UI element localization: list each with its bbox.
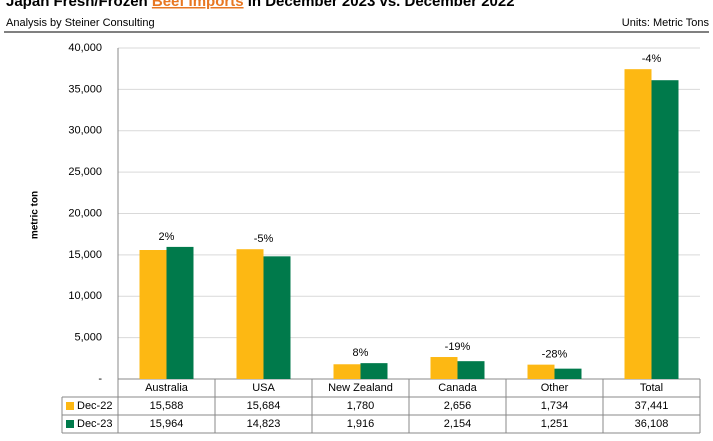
bar xyxy=(430,357,458,379)
x-tick-label: USA xyxy=(252,382,275,394)
table-value: 1,780 xyxy=(347,400,375,412)
chart-title: Japan Fresh/Frozen Beef Imports in Decem… xyxy=(6,0,515,10)
legend-swatch xyxy=(66,402,74,410)
change-label: 2% xyxy=(159,231,175,243)
bar xyxy=(624,69,652,380)
y-axis-label: metric ton xyxy=(30,191,41,239)
y-tick-label: 40,000 xyxy=(68,42,102,54)
change-label: -4% xyxy=(642,53,662,65)
table-value: 15,684 xyxy=(247,400,281,412)
table-value: 1,734 xyxy=(541,400,569,412)
bar xyxy=(263,256,291,379)
y-tick-label: 25,000 xyxy=(68,166,102,178)
y-tick-label: 35,000 xyxy=(68,83,102,95)
table-value: 36,108 xyxy=(635,418,669,430)
y-tick-label: - xyxy=(98,373,102,385)
table-value: 1,251 xyxy=(541,418,569,430)
change-label: -28% xyxy=(542,349,568,361)
bar xyxy=(333,364,361,379)
legend-swatch xyxy=(66,420,74,428)
change-label: -19% xyxy=(445,341,471,353)
bar xyxy=(236,249,264,379)
x-tick-label: Australia xyxy=(145,382,189,394)
subtitle: Analysis by Steiner Consulting xyxy=(6,17,155,29)
title-part: Beef Imports xyxy=(152,0,244,10)
table-value: 37,441 xyxy=(635,400,669,412)
y-tick-label: 5,000 xyxy=(74,332,102,344)
x-tick-label: Other xyxy=(541,382,569,394)
y-tick-label: 10,000 xyxy=(68,290,102,302)
change-label: 8% xyxy=(353,347,369,359)
table-value: 15,588 xyxy=(150,400,184,412)
y-tick-label: 30,000 xyxy=(68,125,102,137)
bar xyxy=(360,363,388,379)
table-value: 1,916 xyxy=(347,418,375,430)
x-tick-label: Total xyxy=(640,382,663,394)
bar xyxy=(457,361,485,379)
title-part: Japan Fresh/Frozen xyxy=(6,0,152,10)
y-tick-label: 15,000 xyxy=(68,249,102,261)
legend-label: Dec-23 xyxy=(77,418,112,430)
bar xyxy=(139,250,167,379)
bar xyxy=(527,364,555,379)
title-part: in December 2023 vs. December 2022 xyxy=(244,0,515,10)
table-value: 2,154 xyxy=(444,418,472,430)
x-tick-label: Canada xyxy=(438,382,477,394)
bar xyxy=(554,368,582,379)
units-note: Units: Metric Tons xyxy=(622,17,710,29)
y-tick-label: 20,000 xyxy=(68,207,102,219)
change-label: -5% xyxy=(254,233,274,245)
table-value: 14,823 xyxy=(247,418,281,430)
bar xyxy=(651,80,679,379)
x-tick-label: New Zealand xyxy=(328,382,393,394)
bar xyxy=(166,246,194,379)
table-value: 15,964 xyxy=(150,418,184,430)
legend-label: Dec-22 xyxy=(77,400,112,412)
table-value: 2,656 xyxy=(444,400,472,412)
